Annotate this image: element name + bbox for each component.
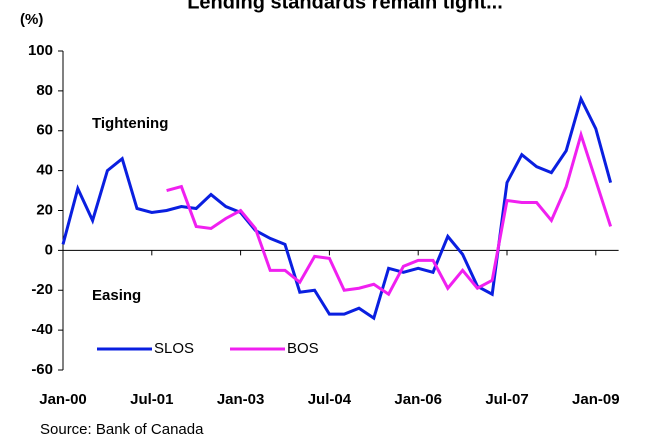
line-series bbox=[61, 94, 613, 321]
y-tick-label: 100 bbox=[28, 42, 53, 59]
x-tick-label: Jan-06 bbox=[394, 391, 442, 408]
y-tick-label: 40 bbox=[36, 162, 53, 179]
y-tick-label: -20 bbox=[31, 281, 53, 298]
unit-label: (%) bbox=[20, 11, 43, 28]
x-tick-label: Jan-09 bbox=[572, 391, 620, 408]
y-tick-label: 80 bbox=[36, 82, 53, 99]
x-tick-label: Jan-03 bbox=[217, 391, 265, 408]
annotation: Tightening bbox=[92, 115, 168, 132]
y-tick-label: -40 bbox=[31, 321, 53, 338]
y-tick-label: -60 bbox=[31, 361, 53, 378]
x-tick-label: Jul-01 bbox=[130, 391, 173, 408]
y-tick-label: 0 bbox=[45, 241, 53, 258]
chart-title: Lending standards remain tight... bbox=[187, 0, 503, 13]
y-tick-label: 20 bbox=[36, 201, 53, 218]
x-tick-label: Jul-07 bbox=[485, 391, 528, 408]
y-tick-label: 60 bbox=[36, 122, 53, 139]
x-tick-label: Jul-04 bbox=[308, 391, 352, 408]
annotation: Easing bbox=[92, 287, 141, 304]
source: Source: Bank of Canada bbox=[40, 421, 204, 438]
legend-label: BOS bbox=[287, 340, 319, 357]
legend-label: SLOS bbox=[154, 340, 194, 357]
x-tick-label: Jan-00 bbox=[39, 391, 87, 408]
line-series bbox=[166, 129, 613, 297]
